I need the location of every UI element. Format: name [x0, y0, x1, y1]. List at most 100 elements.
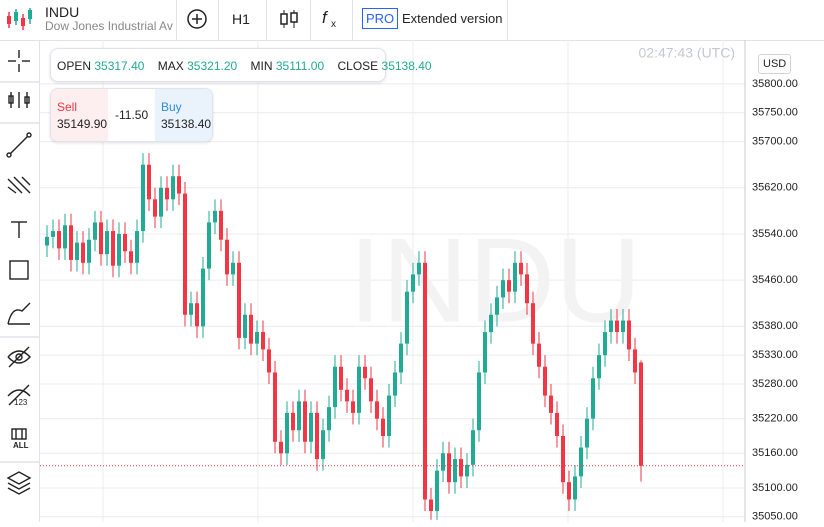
y-tick-label: 35800.00 [752, 78, 798, 90]
candle-body [333, 366, 337, 408]
candle-body [441, 453, 445, 471]
candle-body [387, 395, 391, 436]
candle-body [99, 222, 103, 255]
candle-body [495, 297, 499, 315]
candle-body [171, 176, 175, 200]
fib-tool[interactable] [7, 176, 31, 194]
shape-tool[interactable] [9, 260, 29, 280]
spread: -11.50 [115, 108, 149, 122]
y-tick-label: 35160.00 [752, 447, 798, 459]
hide-indicators-tool[interactable] [7, 384, 31, 406]
candle-body [189, 303, 193, 315]
timeframe-button[interactable]: H1 [232, 11, 250, 27]
candle-body [249, 314, 253, 344]
left-toolbar: 123 ALL [0, 41, 40, 522]
candle-body [537, 343, 541, 367]
crosshair-tool[interactable] [8, 50, 30, 72]
buy-price: 35138.40 [161, 117, 212, 131]
candle-body [207, 222, 211, 269]
divider [266, 0, 267, 40]
candle-body [135, 231, 139, 263]
candle-body [375, 401, 379, 419]
candle-body [297, 401, 301, 431]
extended-version[interactable]: Extended version [402, 11, 503, 26]
y-tick-label: 35050.00 [752, 511, 798, 522]
candle-body [183, 193, 187, 315]
remove-all-tool[interactable] [11, 428, 27, 440]
candle-body [291, 412, 295, 431]
y-tick-label: 35460.00 [752, 274, 798, 286]
candle-body [561, 435, 565, 483]
candle-body [615, 320, 619, 333]
candle-body [165, 187, 169, 200]
candle-body [555, 412, 559, 436]
candle-body [597, 355, 601, 379]
divider [218, 0, 219, 40]
candle-body [255, 332, 259, 344]
candle-body [105, 231, 109, 255]
label: OPEN [57, 59, 92, 73]
candle-body [423, 262, 427, 500]
candle-body [417, 262, 421, 275]
sell-price: 35149.90 [57, 117, 108, 131]
add-indicator-button[interactable] [186, 8, 208, 30]
candle-body [273, 372, 277, 442]
candle-body [261, 332, 265, 350]
candle-body [549, 395, 553, 413]
candle-body [345, 389, 349, 402]
candle-body [303, 401, 307, 442]
candle-body [219, 210, 223, 240]
candle-body [237, 262, 241, 338]
bars-tool[interactable] [8, 92, 30, 108]
candle-body [195, 303, 199, 327]
candle-body [225, 239, 229, 275]
text-tool[interactable] [11, 221, 27, 238]
y-tick-label: 35540.00 [752, 228, 798, 240]
candle-body [243, 314, 247, 338]
candle-body [111, 231, 115, 266]
icon-label: 123 [14, 398, 28, 407]
candle-body [591, 378, 595, 419]
candle-body [63, 225, 67, 249]
candle-body [357, 366, 361, 413]
y-tick-label: 35280.00 [752, 378, 798, 390]
candle-body [465, 464, 469, 477]
candle-body [531, 303, 535, 344]
candle-body [585, 418, 589, 448]
sell-button[interactable]: Sell 35149.90 [51, 89, 108, 141]
value: 35317.40 [94, 59, 145, 73]
candle-body [405, 291, 409, 344]
brush-tool[interactable] [7, 302, 31, 325]
candle-body [489, 314, 493, 333]
candle-body [513, 262, 517, 292]
candle-body [153, 199, 157, 217]
hide-drawings-tool[interactable] [7, 346, 31, 368]
buy-label: Buy [161, 100, 182, 114]
chart-type-button[interactable] [278, 8, 300, 30]
currency-badge[interactable]: USD [758, 54, 792, 74]
candle-body [435, 470, 439, 512]
candle-body [69, 225, 73, 260]
symbol: INDU [45, 4, 80, 20]
symbol-name: Dow Jones Industrial Ave [45, 19, 173, 33]
candle-body [45, 236, 49, 246]
trade-panel: Sell 35149.90 -11.50 Buy 35138.40 [50, 88, 213, 142]
buy-button[interactable]: Buy 35138.40 [155, 89, 212, 141]
pro-badge[interactable]: PRO [362, 8, 399, 29]
candle-body [315, 412, 319, 460]
candle-body [87, 239, 91, 263]
candle-body [633, 349, 637, 373]
candle-body [309, 412, 313, 442]
layers-tool[interactable] [6, 471, 32, 495]
candle-body [75, 242, 79, 260]
candle-body [327, 407, 331, 431]
trendline-tool[interactable] [6, 132, 32, 158]
candle-body [609, 320, 613, 333]
divider [176, 0, 177, 40]
candle-body [411, 274, 415, 292]
candle-body [567, 482, 571, 500]
candle-body [57, 231, 61, 249]
toolbar-icons [0, 50, 39, 495]
value: 35321.20 [187, 59, 238, 73]
